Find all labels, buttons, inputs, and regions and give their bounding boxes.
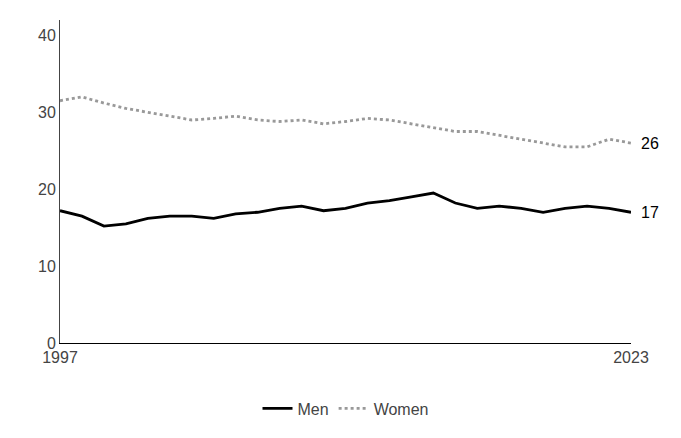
svg-text:20: 20 <box>38 181 56 198</box>
svg-text:17: 17 <box>641 204 659 221</box>
svg-text:10: 10 <box>38 258 56 275</box>
svg-text:Women: Women <box>374 401 429 418</box>
svg-text:0: 0 <box>47 335 56 352</box>
svg-text:Men: Men <box>298 401 329 418</box>
svg-text:26: 26 <box>641 135 659 152</box>
svg-text:2023: 2023 <box>613 349 649 366</box>
svg-text:40: 40 <box>38 27 56 44</box>
svg-text:30: 30 <box>38 104 56 121</box>
svg-text:1997: 1997 <box>42 349 78 366</box>
